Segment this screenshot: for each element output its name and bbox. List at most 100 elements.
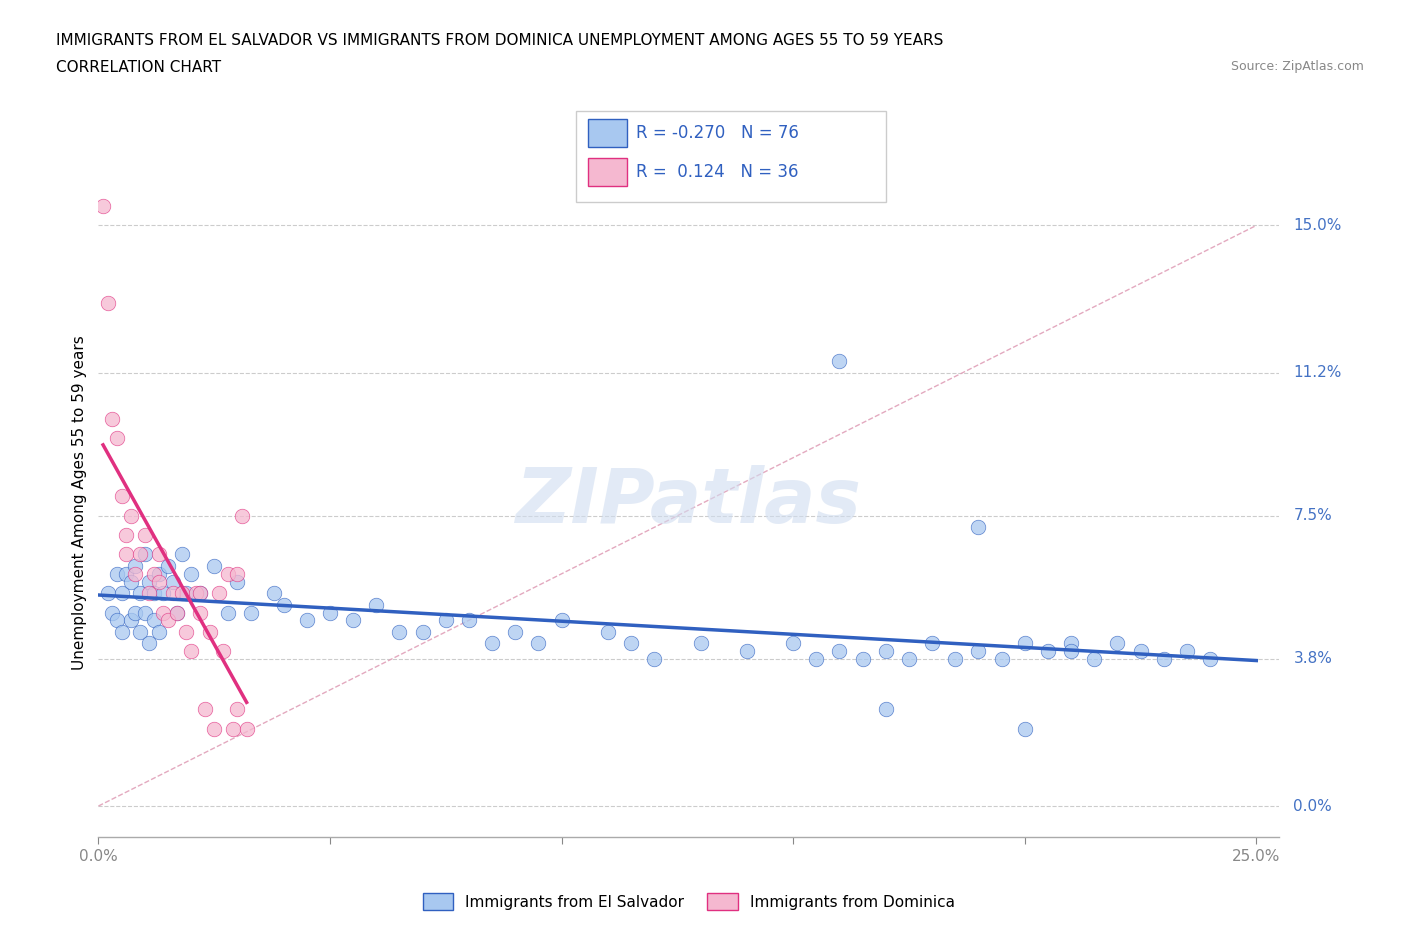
Point xyxy=(921,636,943,651)
Point xyxy=(148,547,170,562)
Text: 3.8%: 3.8% xyxy=(1294,651,1333,667)
Point xyxy=(235,721,257,736)
Point xyxy=(143,566,166,581)
Point xyxy=(319,605,342,620)
Point xyxy=(162,574,184,589)
Point xyxy=(188,586,211,601)
Point xyxy=(1199,652,1222,667)
Point xyxy=(782,636,804,651)
Point xyxy=(129,547,152,562)
Point xyxy=(129,586,152,601)
Point xyxy=(388,624,411,639)
Point xyxy=(198,624,221,639)
Point xyxy=(143,586,166,601)
Point xyxy=(226,574,249,589)
Text: R =  0.124   N = 36: R = 0.124 N = 36 xyxy=(636,163,799,181)
Point xyxy=(115,566,138,581)
Point xyxy=(105,566,128,581)
Point xyxy=(366,597,388,612)
Point xyxy=(166,605,188,620)
Point xyxy=(434,613,457,628)
Point xyxy=(166,605,188,620)
Point xyxy=(148,566,170,581)
Point xyxy=(620,636,643,651)
Point xyxy=(875,644,897,658)
Point xyxy=(105,613,128,628)
Point xyxy=(170,586,193,601)
Point xyxy=(806,652,828,667)
Point xyxy=(342,613,364,628)
Point xyxy=(156,613,179,628)
Point xyxy=(110,586,132,601)
Point xyxy=(91,199,114,214)
Point xyxy=(180,566,202,581)
Point xyxy=(194,702,217,717)
Point xyxy=(180,644,202,658)
Point xyxy=(1153,652,1175,667)
Point xyxy=(1036,644,1059,658)
Point xyxy=(202,721,225,736)
Point xyxy=(143,613,166,628)
Point xyxy=(828,644,851,658)
Point xyxy=(115,547,138,562)
Point xyxy=(1083,652,1105,667)
Point xyxy=(643,652,665,667)
Point xyxy=(110,624,132,639)
Point xyxy=(1014,721,1036,736)
Point xyxy=(1060,644,1083,658)
Legend: Immigrants from El Salvador, Immigrants from Dominica: Immigrants from El Salvador, Immigrants … xyxy=(416,886,962,916)
Point xyxy=(152,586,174,601)
Point xyxy=(134,527,156,542)
Point xyxy=(1175,644,1198,658)
Point xyxy=(226,702,249,717)
Point xyxy=(124,559,146,574)
Point xyxy=(1107,636,1129,651)
Point xyxy=(828,353,851,368)
Point xyxy=(120,509,142,524)
Point xyxy=(152,605,174,620)
Point xyxy=(97,296,120,311)
Point xyxy=(110,489,132,504)
Point xyxy=(943,652,966,667)
Point xyxy=(115,527,138,542)
Text: ZIPatlas: ZIPatlas xyxy=(516,465,862,539)
Point xyxy=(101,412,124,427)
Point xyxy=(162,586,184,601)
Point xyxy=(124,605,146,620)
Point xyxy=(852,652,875,667)
Point xyxy=(550,613,572,628)
Point xyxy=(967,644,990,658)
Point xyxy=(222,721,245,736)
Point xyxy=(273,597,295,612)
Text: 11.2%: 11.2% xyxy=(1294,365,1341,380)
Point xyxy=(1129,644,1152,658)
Point xyxy=(689,636,711,651)
Point xyxy=(212,644,235,658)
Point xyxy=(138,636,160,651)
Point xyxy=(217,605,239,620)
Point xyxy=(97,586,120,601)
Point xyxy=(101,605,124,620)
Text: Source: ZipAtlas.com: Source: ZipAtlas.com xyxy=(1230,60,1364,73)
Point xyxy=(458,613,481,628)
Point xyxy=(503,624,526,639)
Point xyxy=(105,431,128,445)
Point xyxy=(990,652,1012,667)
Point xyxy=(875,702,897,717)
Text: CORRELATION CHART: CORRELATION CHART xyxy=(56,60,221,75)
Point xyxy=(1060,636,1083,651)
Point xyxy=(148,574,170,589)
Point xyxy=(120,613,142,628)
Point xyxy=(208,586,231,601)
Y-axis label: Unemployment Among Ages 55 to 59 years: Unemployment Among Ages 55 to 59 years xyxy=(72,335,87,670)
Point xyxy=(735,644,758,658)
Point xyxy=(176,586,198,601)
Point xyxy=(138,586,160,601)
Text: 0.0%: 0.0% xyxy=(1294,799,1331,814)
Point xyxy=(148,624,170,639)
Point xyxy=(188,586,211,601)
Point xyxy=(1014,636,1036,651)
Point xyxy=(120,574,142,589)
Point xyxy=(176,624,198,639)
Point xyxy=(217,566,239,581)
